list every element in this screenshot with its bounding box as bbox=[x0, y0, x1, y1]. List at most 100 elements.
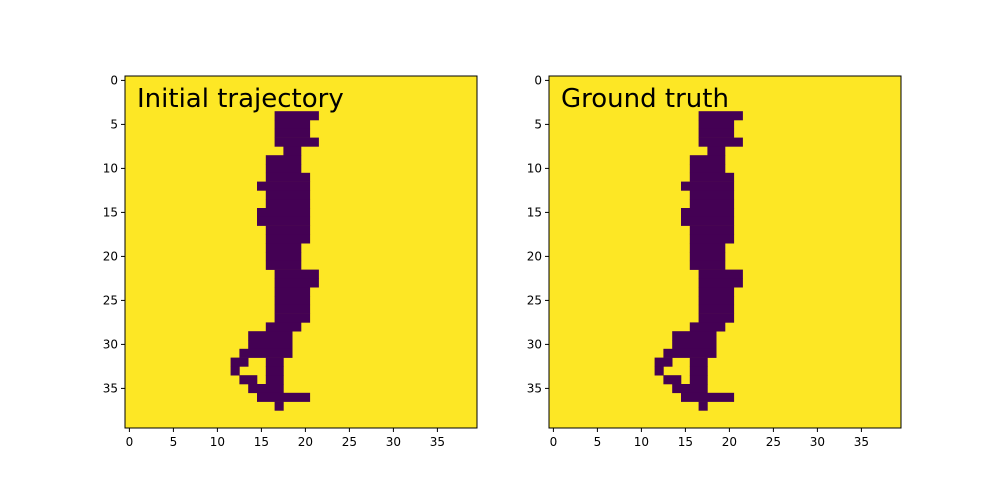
heatmap-cell bbox=[265, 260, 302, 270]
y-tick-label: 25 bbox=[527, 293, 542, 307]
heatmap-cell bbox=[274, 120, 311, 130]
heatmap-cell bbox=[698, 313, 735, 323]
heatmap-cell bbox=[689, 357, 708, 367]
heatmap-cell bbox=[672, 340, 717, 350]
y-tick-label: 5 bbox=[534, 117, 542, 131]
heatmap-cell bbox=[689, 322, 726, 332]
heatmap-panel-ground-truth: 0 5 10 15 20 25 30 35 0 5 10 15 20 25 30 35 Ground tru… bbox=[527, 73, 902, 449]
x-tick-label: 25 bbox=[342, 435, 357, 449]
x-tick-label: 15 bbox=[678, 435, 693, 449]
heatmap-cell bbox=[265, 252, 302, 262]
heatmap-cell bbox=[698, 304, 735, 314]
heatmap-cell bbox=[689, 164, 726, 174]
heatmap-cell bbox=[265, 243, 302, 253]
heatmap-cell bbox=[274, 137, 319, 147]
heatmap-cell bbox=[265, 190, 311, 200]
heatmap-cell bbox=[274, 296, 311, 306]
heatmap-cell bbox=[265, 366, 284, 376]
heatmap-cell bbox=[698, 269, 743, 279]
heatmap-cell bbox=[707, 146, 726, 156]
x-axis-ticks: 0 5 10 15 20 25 30 35 bbox=[550, 428, 869, 449]
panel-title: Ground truth bbox=[561, 84, 729, 114]
y-tick-label: 20 bbox=[527, 249, 542, 263]
heatmap-cell bbox=[689, 243, 726, 253]
heatmap-cell bbox=[689, 366, 708, 376]
heatmap-cell bbox=[672, 384, 708, 394]
heatmap-cell bbox=[274, 128, 311, 138]
heatmap-cell bbox=[698, 287, 735, 297]
y-tick-label: 10 bbox=[527, 161, 542, 175]
heatmap-cell bbox=[689, 260, 726, 270]
heatmap-cell bbox=[257, 216, 311, 226]
x-tick-label: 5 bbox=[594, 435, 602, 449]
y-tick-label: 15 bbox=[527, 205, 542, 219]
y-tick-label: 30 bbox=[103, 337, 118, 351]
heatmap-cell bbox=[239, 375, 258, 385]
heatmap-cell bbox=[265, 357, 284, 367]
heatmap-cell bbox=[681, 208, 735, 218]
heatmap-cell bbox=[257, 208, 311, 218]
heatmap-cell bbox=[698, 401, 708, 411]
heatmap-cell bbox=[283, 146, 302, 156]
y-tick-label: 25 bbox=[103, 293, 118, 307]
y-tick-label: 5 bbox=[110, 117, 118, 131]
heatmap-cell bbox=[654, 357, 673, 367]
heatmap-cell bbox=[689, 225, 735, 235]
y-tick-label: 35 bbox=[527, 381, 542, 395]
heatmap-cell bbox=[274, 111, 319, 121]
x-tick-label: 35 bbox=[430, 435, 445, 449]
y-tick-label: 30 bbox=[527, 337, 542, 351]
heatmap-cell bbox=[265, 322, 302, 332]
x-axis-ticks: 0 5 10 15 20 25 30 35 bbox=[126, 428, 445, 449]
heatmap-cell bbox=[274, 287, 311, 297]
heatmap-cell bbox=[274, 304, 311, 314]
heatmap-cell bbox=[689, 252, 726, 262]
x-tick-label: 0 bbox=[126, 435, 134, 449]
heatmap-cell bbox=[265, 155, 302, 165]
x-tick-label: 35 bbox=[854, 435, 869, 449]
heatmap-cell bbox=[257, 181, 311, 191]
heatmap-cell bbox=[274, 269, 319, 279]
heatmap-cell bbox=[248, 331, 293, 341]
heatmap-cell bbox=[274, 278, 319, 288]
x-tick-label: 10 bbox=[210, 435, 225, 449]
heatmap-cell bbox=[230, 357, 249, 367]
heatmap-cells bbox=[125, 76, 477, 428]
x-tick-label: 30 bbox=[386, 435, 401, 449]
heatmap-cell bbox=[257, 392, 311, 402]
heatmap-cell bbox=[681, 392, 735, 402]
x-tick-label: 20 bbox=[298, 435, 313, 449]
heatmap-cell bbox=[654, 366, 664, 376]
heatmap-cell bbox=[239, 348, 293, 358]
heatmap-cell bbox=[689, 375, 708, 385]
y-tick-label: 0 bbox=[110, 73, 118, 87]
x-tick-label: 10 bbox=[634, 435, 649, 449]
y-tick-label: 20 bbox=[103, 249, 118, 263]
y-axis-ticks: 0 5 10 15 20 25 30 35 bbox=[527, 73, 549, 395]
heatmap-cell bbox=[689, 155, 726, 165]
heatmap-cell bbox=[689, 190, 735, 200]
heatmap-cell bbox=[274, 401, 284, 411]
x-tick-label: 30 bbox=[810, 435, 825, 449]
y-axis-ticks: 0 5 10 15 20 25 30 35 bbox=[103, 73, 125, 395]
plot-frame bbox=[124, 75, 478, 429]
x-tick-label: 25 bbox=[766, 435, 781, 449]
heatmap-cell bbox=[265, 234, 311, 244]
heatmap-cell bbox=[681, 181, 735, 191]
heatmap-cells bbox=[549, 76, 901, 428]
x-tick-label: 20 bbox=[722, 435, 737, 449]
plot-frame bbox=[548, 75, 902, 429]
heatmap-cell bbox=[265, 172, 311, 182]
heatmap-cell bbox=[248, 384, 284, 394]
heatmap-cell bbox=[274, 313, 311, 323]
heatmap-cell bbox=[698, 128, 735, 138]
heatmap-cell bbox=[698, 111, 743, 121]
panel-title: Initial trajectory bbox=[137, 84, 344, 114]
y-tick-label: 0 bbox=[534, 73, 542, 87]
x-tick-label: 5 bbox=[170, 435, 178, 449]
x-tick-label: 0 bbox=[550, 435, 558, 449]
y-tick-label: 35 bbox=[103, 381, 118, 395]
heatmap-cell bbox=[265, 164, 302, 174]
x-tick-label: 15 bbox=[254, 435, 269, 449]
